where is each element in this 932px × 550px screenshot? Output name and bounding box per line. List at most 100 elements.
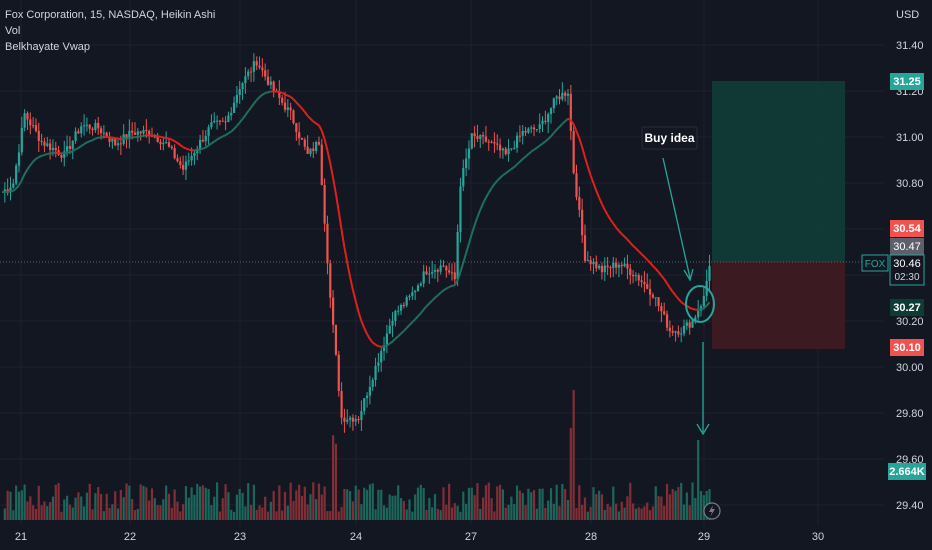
candle-body <box>71 140 74 149</box>
candle-body <box>436 269 439 272</box>
indicator-vwap-label[interactable]: Belkhayate Vwap <box>5 41 90 53</box>
time-tick-label: 27 <box>465 531 477 543</box>
symbol-title[interactable]: Fox Corporation, 15, NASDAQ, Heikin Ashi <box>5 9 216 21</box>
candle-body <box>510 148 513 150</box>
volume-bar <box>583 497 587 520</box>
price-tick-label: 30.20 <box>896 316 924 328</box>
volume-bar <box>419 484 422 520</box>
candle-body <box>365 395 369 399</box>
volume-bar <box>527 488 530 520</box>
volume-bar <box>303 486 306 520</box>
candle-body <box>65 146 69 152</box>
candle-body <box>156 136 159 142</box>
volume-bar <box>521 493 524 520</box>
vwap-segment <box>510 166 515 170</box>
volume-bar <box>394 495 397 520</box>
vwap-segment <box>264 91 269 95</box>
candle-body <box>215 120 219 122</box>
volume-bar <box>309 494 312 520</box>
lightning-icon[interactable] <box>703 502 721 520</box>
volume-bar <box>34 508 38 520</box>
time-axis[interactable]: 21 22 23 24 27 28 29 30 <box>15 531 824 543</box>
vwap-segment <box>589 174 595 184</box>
candle-body <box>603 265 606 273</box>
volume-bar <box>663 505 666 520</box>
volume-bar <box>680 482 683 520</box>
candle-body <box>643 282 646 285</box>
volume-bar <box>207 488 210 520</box>
entry-low-tag: 30.27 <box>893 302 921 314</box>
price-tick-label: 29.40 <box>896 500 924 512</box>
long-target-zone[interactable] <box>712 81 845 262</box>
indicator-vol-label[interactable]: Vol <box>5 25 21 37</box>
vwap-segment <box>357 311 363 322</box>
vwap-segment <box>140 134 144 138</box>
candle-body <box>46 143 49 146</box>
vwap-segment <box>318 124 323 132</box>
volume-bar <box>411 511 414 520</box>
vwap-segment <box>666 282 671 289</box>
candle-body <box>68 146 72 149</box>
vwap-segment <box>394 335 399 340</box>
volume-bar <box>133 509 137 520</box>
candle-body <box>145 130 148 132</box>
volume-bar <box>9 491 12 520</box>
candle-body <box>397 310 400 312</box>
volume-bar <box>682 504 686 520</box>
candle-body <box>544 120 547 122</box>
candle-body <box>456 232 459 280</box>
candle-body <box>360 411 363 421</box>
candle-body <box>677 331 680 335</box>
candle-body <box>51 147 55 150</box>
candle-body <box>317 142 321 145</box>
candle-body <box>566 93 570 96</box>
volume-bar <box>448 483 451 520</box>
volume-bar <box>63 499 66 520</box>
candle-body <box>685 322 688 326</box>
candle-body <box>476 136 479 139</box>
time-tick-label: 22 <box>124 531 136 543</box>
vwap-segment <box>508 168 512 172</box>
volume-bar <box>182 504 185 520</box>
price-tick-label: 31.40 <box>896 40 924 52</box>
vwap-segment <box>303 111 309 117</box>
volume-bar <box>450 507 454 520</box>
candle-body <box>453 272 456 280</box>
vwap-segment <box>527 150 532 155</box>
vwap-segment <box>692 307 696 311</box>
volume-bar <box>136 508 139 520</box>
candle-body <box>617 264 621 268</box>
candle-body <box>224 121 227 123</box>
volume-bar <box>32 505 35 520</box>
vwap-segment <box>561 120 566 125</box>
vwap-segment <box>126 137 130 140</box>
volume-bar <box>170 507 173 520</box>
volume-bar <box>295 490 298 520</box>
stop-tag-bg <box>890 339 924 356</box>
vwap-segment <box>106 135 110 139</box>
candle-body <box>340 390 343 418</box>
time-tick-label: 21 <box>15 531 27 543</box>
long-stop-zone[interactable] <box>712 262 845 349</box>
vwap-segment <box>41 153 45 157</box>
candle-body <box>490 141 493 143</box>
buy-idea-annotation[interactable]: Buy idea <box>641 126 715 436</box>
vwap-segment <box>547 135 552 140</box>
candle-body <box>615 262 618 268</box>
volume-bar <box>193 494 196 520</box>
vwap-segment <box>26 164 32 170</box>
vwap-segment <box>654 268 660 273</box>
long-position-tool[interactable] <box>712 81 845 349</box>
candle-body <box>399 305 403 311</box>
candle-body <box>136 131 139 135</box>
candle-body <box>402 305 405 307</box>
volume-bar <box>17 491 21 520</box>
vwap-segment <box>233 125 238 130</box>
vwap-segment <box>112 136 116 140</box>
volume-bar <box>173 489 176 520</box>
vwap-segment <box>479 202 485 211</box>
vwap-segment <box>496 177 501 182</box>
volume-bar <box>99 493 103 520</box>
volume-bar <box>357 489 360 520</box>
